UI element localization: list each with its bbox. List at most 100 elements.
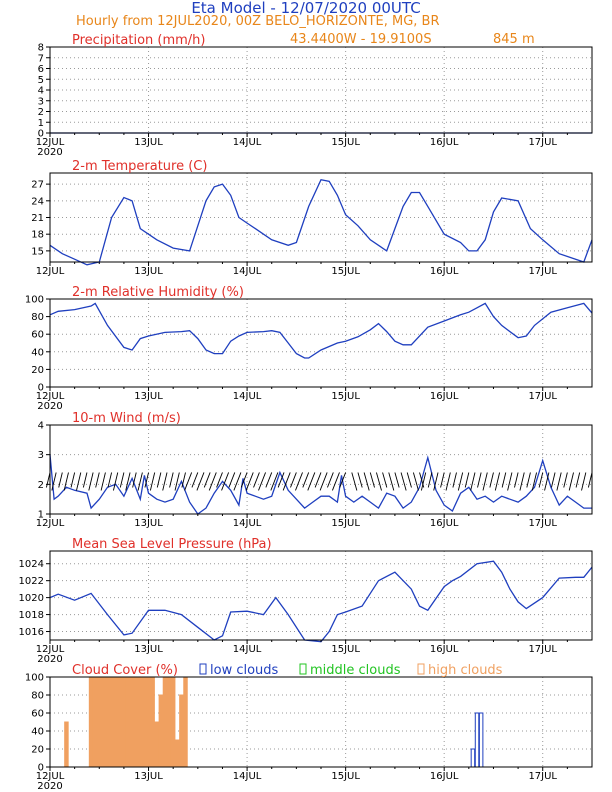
wind-arrow [265,472,273,488]
y-tick-label: 100 [25,673,44,684]
wind-arrow [327,472,334,488]
location-coordinates: 43.4400W - 19.9100S [290,32,432,47]
x-year-label: 2020 [37,401,62,412]
panel-frame [49,424,593,515]
cloud-bar [478,712,484,768]
y-tick-label: 1020 [19,593,44,604]
x-tick-label: 13JUL [134,644,163,655]
y-tick-label: 1 [38,510,44,521]
cloud-bar [133,676,139,768]
legend-swatch [199,663,207,675]
wind-arrow [191,472,199,488]
wind-arrow [302,472,310,488]
x-tick-label: 14JUL [233,391,262,402]
wind-arrow [58,472,63,488]
wind-arrow [489,472,494,488]
y-tick-label: 1022 [19,576,44,587]
legend-swatch [417,663,425,675]
wind-arrow [88,472,94,491]
y-tick-label: 60 [31,330,44,341]
wind-arrow [452,472,457,488]
wind-arrow [406,472,412,488]
cloud-bar [166,676,172,768]
y-tick-label: 40 [31,347,44,358]
wind-arrow [258,472,266,491]
x-tick-label: 12JUL [36,266,65,277]
x-tick-label: 12JUL [36,391,65,402]
y-tick-label: 21 [31,213,44,224]
wind-arrow [100,472,106,491]
x-year-label: 2020 [37,654,62,665]
wind-arrow [551,472,556,488]
chart-subtitle: Hourly from 12JUL2020, 00Z BELO_HORIZONT… [76,14,440,29]
cloud-bar [142,676,147,768]
wind-arrow [82,472,88,488]
x-tick-label: 14JUL [233,137,262,148]
y-tick-label: 80 [31,312,44,323]
wind-arrow [112,472,119,491]
x-tick-label: 14JUL [233,771,262,782]
wind-arrow [45,472,51,488]
wind-arrow [514,472,519,488]
wind-arrow [290,472,297,488]
cloud-bar [125,676,131,768]
series-line-wind [49,454,592,515]
y-tick-label: 0 [38,763,44,774]
panel-title: 10-m Wind (m/s) [72,411,181,426]
x-year-label: 2020 [37,147,62,158]
wind-arrow [162,472,168,491]
y-tick-label: 3 [38,96,44,107]
x-tick-label: 15JUL [331,391,360,402]
panel-frame [49,550,593,641]
y-tick-label: 1 [38,118,44,129]
cloud-bar [162,676,168,768]
wind-arrow [51,472,57,491]
cloud-bar [88,676,94,768]
wind-arrow [501,472,507,488]
y-tick-label: 24 [31,196,44,207]
wind-arrow [70,472,76,488]
wind-arrow [332,472,340,491]
wind-arrow [174,472,180,491]
y-tick-label: 1018 [19,610,44,621]
wind-arrow [314,472,322,488]
cloud-bar [121,676,127,768]
wind-arrow [507,472,513,491]
x-tick-label: 15JUL [331,266,360,277]
x-tick-label: 16JUL [430,266,459,277]
cloud-bar [183,676,188,768]
cloud-bar [92,676,98,768]
x-tick-label: 13JUL [134,266,163,277]
wind-arrow [181,472,186,488]
x-tick-label: 12JUL [36,644,65,655]
y-tick-label: 0 [38,383,44,394]
wind-arrow [270,472,279,491]
cloud-bar [175,739,180,768]
panel-title: Cloud Cover (%) [72,663,178,678]
cloud-bar [117,676,123,768]
x-tick-label: 14JUL [233,644,262,655]
wind-arrow [477,472,482,488]
y-tick-label: 20 [31,365,44,376]
x-tick-label: 17JUL [528,518,557,529]
y-tick-label: 7 [38,53,44,64]
y-tick-label: 0 [38,129,44,140]
panel-title: Precipitation (mm/h) [72,33,205,48]
x-tick-label: 13JUL [134,391,163,402]
x-tick-label: 15JUL [331,137,360,148]
wind-arrow [575,472,581,488]
wind-arrow [221,472,230,491]
wind-arrow [563,472,568,488]
wind-arrow [388,472,395,491]
wind-arrow [339,472,347,488]
wind-arrow [184,472,193,491]
cloud-bar [146,676,151,768]
panel-rh: 0 20 40 60 80 100 12JUL 13JUL 14JUL 15JUL 16JUL 17J… [25,285,593,412]
wind-arrow [196,472,205,491]
wind-arrow [319,472,328,491]
wind-arrow [556,472,562,491]
wind-arrow [400,472,407,491]
